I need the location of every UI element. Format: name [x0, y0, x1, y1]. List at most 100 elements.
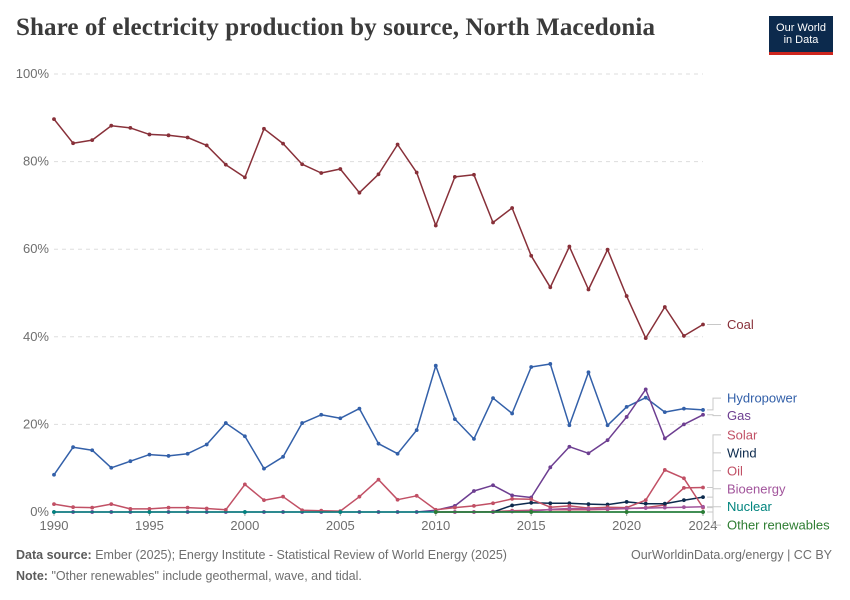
- coal-point: [510, 206, 515, 210]
- hydropower-point: [605, 423, 610, 428]
- wind-point: [586, 502, 591, 507]
- wind-point: [643, 501, 648, 506]
- coal-line: [53, 118, 704, 339]
- gas-point: [510, 493, 515, 498]
- bioenergy-point: [548, 507, 553, 512]
- coal-point: [433, 223, 438, 228]
- oil-label: Oil: [727, 463, 743, 478]
- other-renewables-connector: [707, 511, 721, 526]
- coal-point: [185, 135, 190, 140]
- series-coal: [52, 117, 705, 341]
- hydropower-point: [319, 412, 324, 417]
- coal-point: [548, 285, 553, 290]
- source-label: Data source:: [16, 548, 92, 562]
- hydropower-point: [395, 451, 400, 456]
- source-text: Ember (2025); Energy Institute - Statist…: [95, 548, 507, 562]
- coal-point: [414, 170, 419, 175]
- gas-point: [472, 489, 476, 493]
- wind-point: [548, 501, 553, 506]
- coal-point: [300, 162, 305, 167]
- x-tick-label: 1995: [135, 518, 164, 533]
- wind-label: Wind: [727, 445, 757, 460]
- gas-label: Gas: [727, 408, 751, 423]
- hydropower-point: [90, 448, 95, 453]
- coal-point: [624, 294, 629, 298]
- coal-point: [338, 167, 343, 171]
- y-tick-label: 0%: [30, 504, 49, 519]
- x-tick-label: 2010: [421, 518, 450, 533]
- coal-point: [52, 117, 56, 122]
- coal-point: [682, 334, 686, 338]
- other-renewables-label: Other renewables: [727, 518, 830, 533]
- oil-point: [472, 503, 476, 508]
- hydropower-point: [300, 421, 305, 425]
- series-hydropower: [52, 362, 705, 477]
- coal-point: [701, 322, 705, 327]
- bioenergy-point: [682, 505, 686, 510]
- hydropower-point: [185, 451, 190, 456]
- series-oil: [52, 468, 705, 514]
- oil-point: [510, 496, 515, 501]
- y-tick-label: 20%: [23, 416, 49, 431]
- series-lines: [52, 117, 705, 514]
- oil-point: [300, 508, 305, 513]
- hydropower-point: [166, 454, 171, 458]
- other-renewables-point: [624, 510, 629, 514]
- wind-point: [567, 501, 572, 506]
- coal-point: [166, 133, 171, 138]
- coal-point: [204, 143, 209, 148]
- hydropower-point: [242, 434, 247, 439]
- y-tick-label: 100%: [16, 66, 50, 81]
- bioenergy-point: [605, 507, 610, 511]
- coal-point: [491, 220, 495, 225]
- hydropower-point: [414, 428, 419, 432]
- hydropower-point: [567, 423, 572, 428]
- oil-point: [223, 507, 228, 512]
- gas-point: [586, 451, 591, 456]
- hydropower-point: [147, 452, 152, 457]
- hydropower-point: [452, 417, 457, 422]
- bioenergy-connector: [707, 488, 721, 508]
- oil-point: [357, 494, 362, 499]
- x-axis-ticks: 1990 1995 2000 2005 2010 2015 2020 2024: [40, 512, 717, 533]
- oil-point: [491, 501, 495, 506]
- coal-point: [662, 305, 667, 309]
- oil-point: [166, 505, 171, 510]
- solar-point: [682, 486, 686, 490]
- oil-point: [567, 503, 572, 508]
- source-link[interactable]: OurWorldinData.org/energy | CC BY: [630, 548, 832, 562]
- oil-point: [109, 502, 114, 507]
- bioenergy-point: [586, 507, 591, 511]
- wind-point: [662, 501, 667, 506]
- y-tick-label: 60%: [23, 241, 49, 256]
- hydropower-point: [109, 465, 114, 470]
- coal-point: [147, 132, 152, 137]
- hydropower-point: [338, 416, 343, 421]
- oil-point: [185, 505, 190, 510]
- bioenergy-point: [567, 506, 572, 511]
- bioenergy-point: [624, 506, 629, 511]
- coal-point: [605, 247, 610, 252]
- hydropower-point: [586, 370, 591, 375]
- oil-point: [242, 482, 247, 487]
- nuclear-point: [147, 510, 152, 514]
- owid-logo[interactable]: Our World in Data: [769, 16, 833, 55]
- y-tick-label: 40%: [23, 329, 49, 344]
- coal-point: [90, 138, 95, 143]
- hydropower-point: [491, 396, 495, 401]
- coal-point: [395, 142, 400, 147]
- legend-labels: Coal Hydropower Gas Solar Wind Oil Bioenergy Nu…: [707, 317, 830, 533]
- coal-point: [242, 175, 247, 180]
- oil-point: [452, 505, 457, 510]
- gas-point: [682, 422, 686, 427]
- hydropower-point: [529, 365, 534, 369]
- oil-point: [90, 505, 95, 510]
- oil-point: [147, 507, 152, 511]
- hydropower-point: [624, 404, 629, 409]
- note-line: Note: "Other renewables" include geother…: [16, 569, 362, 583]
- hydropower-point: [281, 454, 285, 459]
- coal-label: Coal: [727, 317, 754, 332]
- coal-point: [472, 172, 476, 177]
- wind-connector: [707, 452, 721, 498]
- y-axis-ticks: 0% 20% 40% 60% 80% 100%: [16, 66, 50, 519]
